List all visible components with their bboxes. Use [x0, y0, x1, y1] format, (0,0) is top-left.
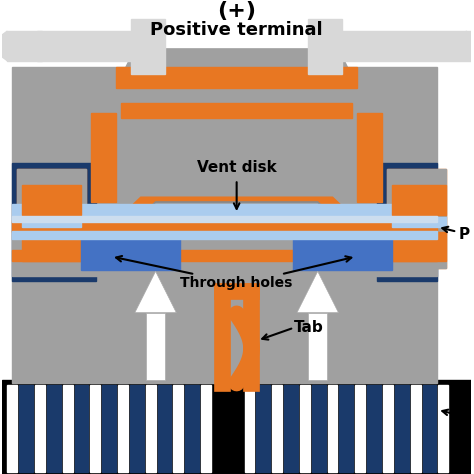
Bar [410, 385, 420, 472]
Polygon shape [131, 19, 165, 73]
Bar [116, 67, 357, 89]
Bar [312, 385, 326, 472]
Bar [12, 67, 438, 383]
Bar [387, 170, 446, 268]
Text: (+): (+) [217, 1, 256, 21]
Bar [82, 236, 180, 270]
Polygon shape [357, 113, 382, 202]
Bar [22, 217, 82, 227]
Bar [12, 220, 438, 232]
Bar [35, 385, 45, 472]
Polygon shape [297, 271, 338, 313]
Bar [91, 385, 100, 472]
Bar [121, 103, 352, 118]
Bar [392, 217, 446, 227]
Polygon shape [120, 197, 353, 258]
Bar [17, 170, 86, 268]
Bar [12, 204, 438, 222]
Bar [356, 385, 365, 472]
Polygon shape [135, 271, 176, 313]
Polygon shape [135, 202, 338, 256]
Bar [284, 385, 298, 472]
Polygon shape [308, 19, 342, 73]
Bar [422, 385, 437, 472]
Bar [12, 222, 438, 276]
Bar [146, 313, 165, 380]
Bar [22, 185, 82, 215]
Bar [392, 232, 446, 262]
Polygon shape [466, 31, 474, 61]
Text: Positive terminal: Positive terminal [150, 21, 323, 39]
Bar [300, 385, 310, 472]
Text: Through holes: Through holes [181, 276, 293, 290]
Bar [12, 250, 438, 262]
Bar [185, 385, 199, 472]
Bar [339, 385, 353, 472]
Polygon shape [135, 202, 338, 256]
Bar [102, 385, 116, 472]
Bar [383, 385, 393, 472]
Bar [118, 385, 128, 472]
Text: Vent disk: Vent disk [197, 160, 276, 175]
Polygon shape [101, 49, 372, 118]
Text: P: P [459, 227, 470, 242]
Polygon shape [342, 31, 437, 61]
Bar [387, 170, 446, 268]
Bar [392, 185, 446, 215]
Bar [395, 385, 409, 472]
Bar [328, 385, 337, 472]
Bar [7, 385, 17, 472]
Bar [12, 216, 438, 222]
Bar [12, 231, 438, 239]
Bar [2, 380, 471, 474]
Bar [47, 385, 61, 472]
Bar [22, 232, 82, 262]
Bar [272, 385, 282, 472]
Bar [63, 385, 73, 472]
Bar [146, 385, 155, 472]
Polygon shape [437, 31, 471, 61]
Polygon shape [37, 31, 131, 61]
Bar [157, 385, 172, 472]
Polygon shape [7, 31, 42, 61]
Bar [19, 385, 33, 472]
Bar [293, 236, 392, 270]
Polygon shape [12, 163, 96, 281]
Bar [130, 385, 144, 472]
Bar [201, 385, 211, 472]
Bar [367, 385, 381, 472]
Bar [256, 385, 270, 472]
Bar [438, 385, 448, 472]
Polygon shape [0, 31, 7, 61]
Bar [17, 170, 86, 268]
Polygon shape [91, 113, 116, 202]
Bar [245, 385, 255, 472]
Text: E: E [459, 409, 469, 424]
Bar [173, 385, 183, 472]
Bar [74, 385, 88, 472]
Text: Tab: Tab [294, 320, 324, 335]
Bar [309, 313, 327, 380]
Polygon shape [377, 163, 438, 281]
